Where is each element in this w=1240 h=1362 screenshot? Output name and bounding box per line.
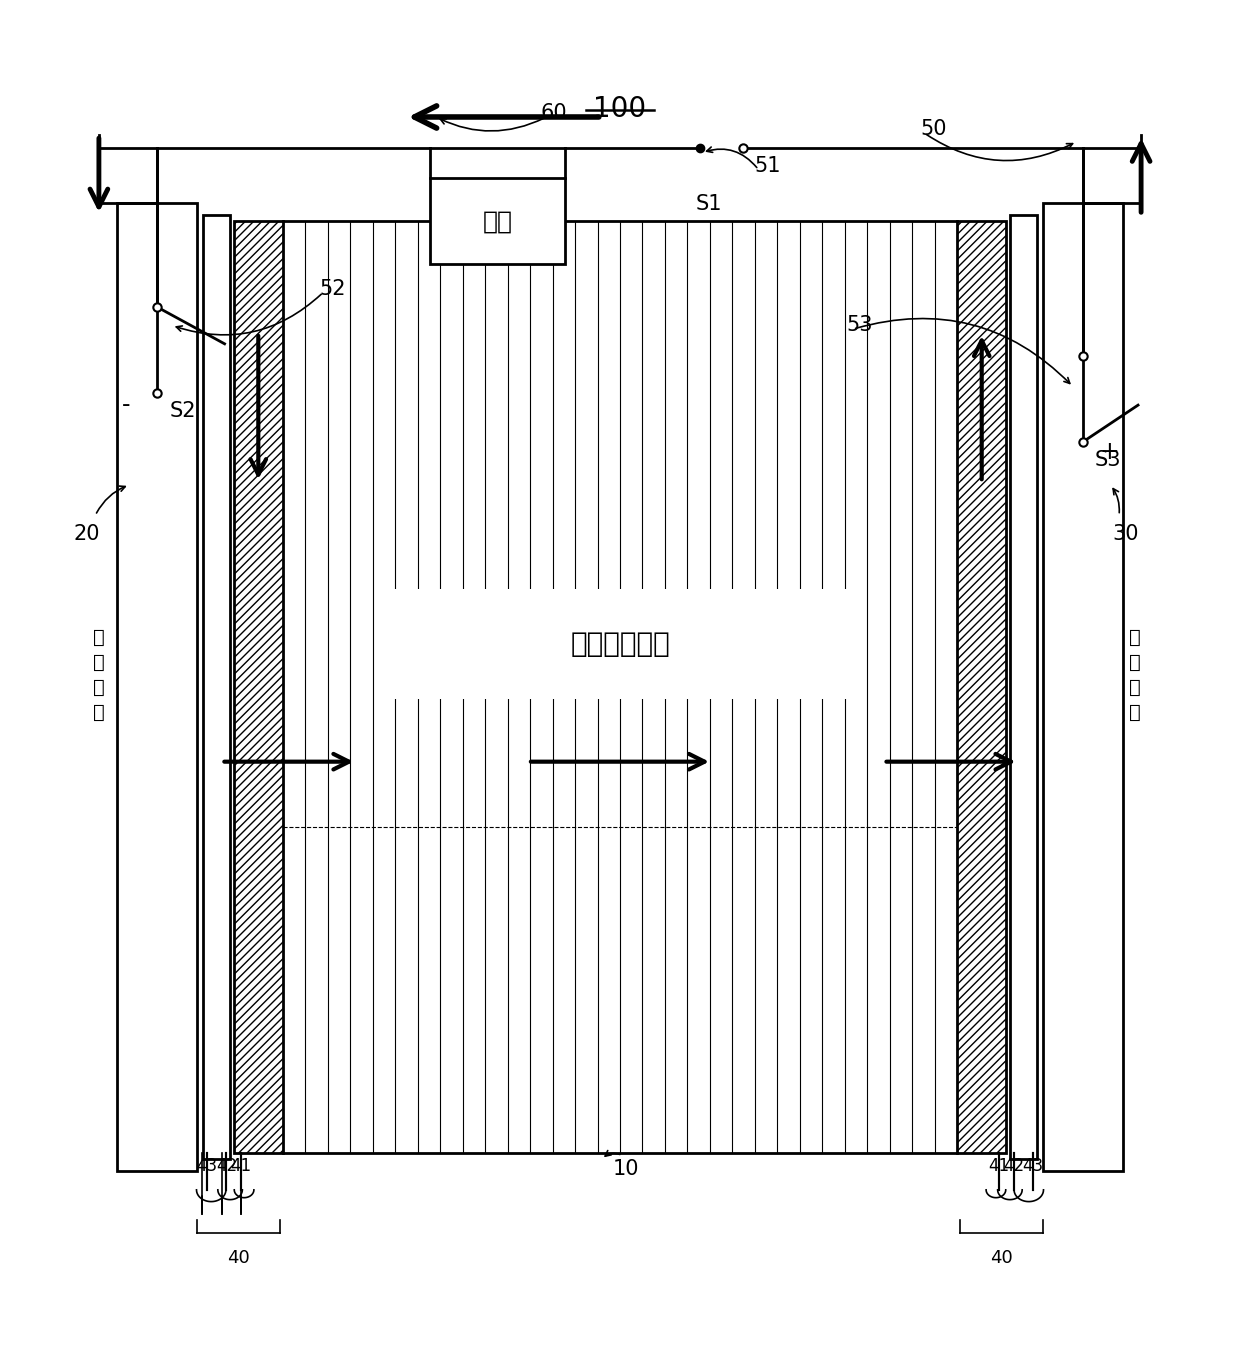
Bar (957, 221, 1006, 1154)
Text: 43: 43 (1023, 1158, 1044, 1175)
Bar (374, 588, 866, 700)
Text: +: + (1100, 440, 1120, 463)
Text: 100: 100 (594, 95, 646, 123)
Bar (1043, 203, 1122, 1171)
Bar (234, 221, 283, 1154)
Text: 53: 53 (847, 316, 873, 335)
Text: S1: S1 (696, 195, 722, 214)
Text: 阳
极
端
板: 阳 极 端 板 (93, 628, 104, 722)
Text: 60: 60 (541, 104, 567, 124)
Text: 负载: 负载 (482, 210, 512, 233)
Text: 20: 20 (73, 524, 100, 543)
Text: S2: S2 (170, 402, 196, 421)
Bar (430, 178, 565, 264)
Text: S3: S3 (1095, 451, 1122, 470)
Text: 51: 51 (755, 157, 781, 176)
Bar (1009, 215, 1037, 1159)
Text: 41: 41 (231, 1158, 252, 1175)
Text: 42: 42 (216, 1158, 237, 1175)
Text: 40: 40 (227, 1249, 250, 1267)
Text: 燃料电池电堆: 燃料电池电堆 (570, 631, 670, 658)
Text: 10: 10 (613, 1159, 640, 1179)
Text: 42: 42 (1003, 1158, 1024, 1175)
Bar (118, 203, 197, 1171)
Text: -: - (123, 394, 130, 417)
Text: 43: 43 (196, 1158, 217, 1175)
Text: 52: 52 (320, 279, 346, 298)
Text: 40: 40 (990, 1249, 1013, 1267)
Bar (203, 215, 231, 1159)
Text: 阴
极
端
板: 阴 极 端 板 (1130, 628, 1141, 722)
Text: 30: 30 (1112, 524, 1138, 543)
Text: 50: 50 (920, 120, 947, 139)
Text: 41: 41 (988, 1158, 1009, 1175)
